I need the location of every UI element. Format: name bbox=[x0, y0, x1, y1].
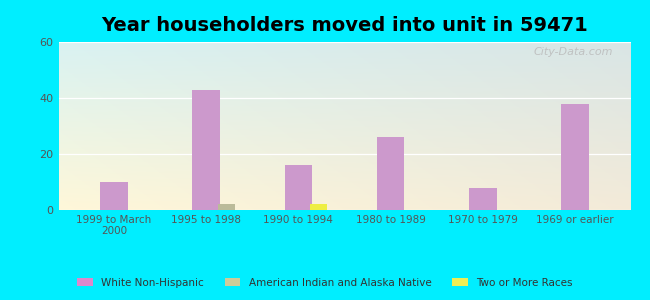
Bar bbox=[310, 204, 327, 210]
Bar bbox=[562, 103, 589, 210]
Bar bbox=[377, 137, 404, 210]
Bar bbox=[469, 188, 497, 210]
Bar bbox=[100, 182, 127, 210]
Text: City-Data.com: City-Data.com bbox=[534, 47, 614, 57]
Bar bbox=[285, 165, 312, 210]
Legend: White Non-Hispanic, American Indian and Alaska Native, Two or More Races: White Non-Hispanic, American Indian and … bbox=[73, 274, 577, 292]
Bar bbox=[192, 90, 220, 210]
Bar bbox=[218, 204, 235, 210]
Title: Year householders moved into unit in 59471: Year householders moved into unit in 594… bbox=[101, 16, 588, 35]
